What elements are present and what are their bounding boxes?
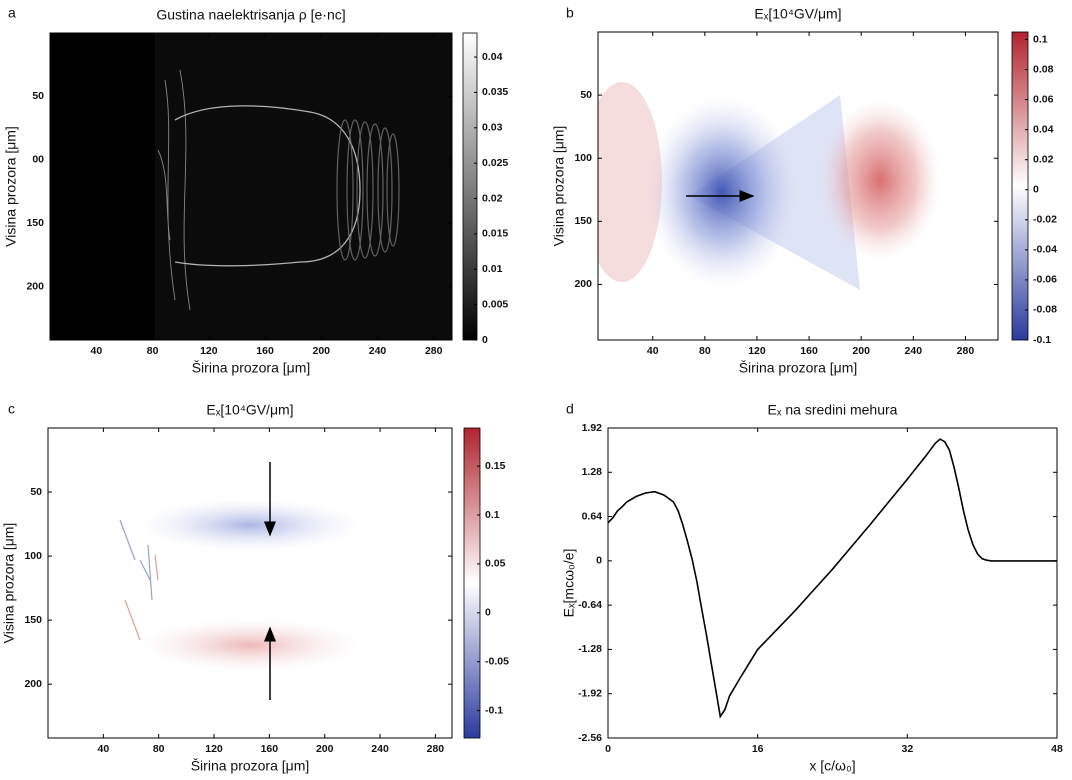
- y-tick-label: 200: [574, 278, 592, 290]
- panel-letter: c: [8, 401, 15, 417]
- x-tick-label: 80: [147, 345, 159, 357]
- x-tick-label: 240: [371, 743, 389, 755]
- y-tick-label: 100: [24, 550, 42, 562]
- colorbar-tick-label: 0: [1033, 184, 1039, 196]
- colorbar-tick-label: -0.02: [1033, 214, 1057, 226]
- y-tick-label: 50: [32, 90, 44, 102]
- colorbar-tick-label: 0: [482, 334, 488, 346]
- y-tick-label: 50: [580, 89, 592, 101]
- x-tick-label: 160: [800, 345, 818, 357]
- x-tick-label: 200: [313, 345, 331, 357]
- y-axis-label: Eₓ[mcω₀/e]: [561, 549, 577, 618]
- colorbar-tick-label: -0.04: [1033, 244, 1057, 256]
- chart-title: Eₓ[10⁴GV/μm]: [206, 402, 293, 418]
- y-tick-label: 00: [32, 154, 44, 166]
- ex-field: [598, 32, 998, 340]
- colorbar-tick-label: -0.06: [1033, 274, 1057, 286]
- colorbar-tick-label: 0.1: [1033, 33, 1048, 45]
- x-tick-label: 240: [369, 345, 387, 357]
- colorbar-tick-label: 0.08: [1033, 63, 1054, 75]
- colorbar-tick-label: 0.025: [482, 157, 508, 169]
- y-tick-label: 150: [24, 614, 42, 626]
- colorbar-tick-label: 0.1: [485, 509, 500, 521]
- colorbar-tick-label: -0.1: [1033, 334, 1051, 346]
- colorbar-tick-label: 0.02: [1033, 153, 1054, 165]
- colorbar-tick-label: 0.04: [482, 51, 503, 63]
- colorbar: [463, 427, 481, 739]
- colorbar-tick-label: 0.035: [482, 86, 508, 98]
- y-tick-label: -1.92: [578, 687, 602, 699]
- colorbar-tick-label: -0.05: [485, 656, 509, 668]
- x-tick-label: 80: [153, 743, 165, 755]
- x-tick-label: 40: [91, 345, 103, 357]
- x-tick-label: 120: [205, 743, 223, 755]
- plot-frame: [607, 427, 1058, 739]
- x-tick-label: 280: [957, 345, 975, 357]
- colorbar-tick-label: 0.005: [482, 298, 508, 310]
- colorbar-tick-label: -0.1: [485, 704, 503, 716]
- chart-title: Gustina naelektrisanja ρ [e·nc]: [156, 7, 345, 23]
- y-axis-label: Visina prozora [μm]: [1, 523, 17, 644]
- plot-frame: [597, 31, 999, 341]
- plot-frame: [49, 32, 453, 341]
- chart-title: Eₓ[10⁴GV/μm]: [754, 6, 841, 22]
- y-tick-label: -0.64: [578, 599, 602, 611]
- colorbar-tick-label: 0.05: [485, 558, 506, 570]
- colorbar-tick-label: 0: [485, 607, 491, 619]
- x-tick-label: 160: [261, 743, 279, 755]
- density-field: [50, 33, 452, 340]
- x-axis-label: x [c/ω₀]: [809, 758, 855, 774]
- colorbar: [1011, 31, 1029, 341]
- panel-letter: a: [8, 5, 16, 21]
- y-tick-label: -1.28: [578, 643, 602, 655]
- y-axis-label: Visina prozora [μm]: [3, 126, 19, 247]
- colorbar-tick-label: 0.15: [485, 460, 506, 472]
- x-tick-label: 280: [427, 743, 445, 755]
- x-axis-label: Širina prozora [μm]: [192, 360, 311, 376]
- ex-field: [48, 428, 452, 738]
- x-tick-label: 40: [647, 345, 659, 357]
- x-axis-label: Širina prozora [μm]: [191, 758, 310, 774]
- y-tick-label: 150: [26, 217, 44, 229]
- x-tick-label: 80: [699, 345, 711, 357]
- y-tick-label: 0: [596, 555, 602, 567]
- x-tick-label: 200: [316, 743, 334, 755]
- data-line: [607, 438, 1057, 719]
- x-tick-label: 16: [752, 743, 764, 755]
- panel-letter: d: [566, 401, 574, 417]
- colorbar-tick-label: 0.015: [482, 228, 508, 240]
- x-tick-label: 120: [748, 345, 766, 357]
- x-tick-label: 240: [905, 345, 923, 357]
- colorbar: [462, 32, 478, 341]
- colorbar-tick-label: 0.01: [482, 263, 503, 275]
- y-tick-label: 1.28: [582, 466, 603, 478]
- x-tick-label: 200: [852, 345, 870, 357]
- colorbar-tick-label: 0.03: [482, 122, 503, 134]
- x-tick-label: 160: [256, 345, 274, 357]
- x-tick-label: 32: [901, 743, 913, 755]
- y-axis-label: Visina prozora [μm]: [551, 126, 567, 247]
- plot-frame: [47, 427, 453, 739]
- y-tick-label: 150: [574, 215, 592, 227]
- x-tick-label: 48: [1051, 743, 1063, 755]
- y-tick-label: 200: [26, 281, 44, 293]
- y-tick-label: 0.64: [582, 510, 603, 522]
- panel-letter: b: [566, 5, 574, 21]
- y-tick-label: 50: [30, 486, 42, 498]
- colorbar-tick-label: 0.04: [1033, 123, 1054, 135]
- x-tick-label: 280: [425, 345, 443, 357]
- colorbar-tick-label: -0.08: [1033, 304, 1057, 316]
- y-tick-label: 200: [24, 678, 42, 690]
- y-tick-label: 1.92: [582, 422, 603, 434]
- x-tick-label: 0: [605, 743, 611, 755]
- colorbar-tick-label: 0.02: [482, 192, 503, 204]
- y-tick-label: 100: [574, 152, 592, 164]
- colorbar-tick-label: 0.06: [1033, 93, 1054, 105]
- x-axis-label: Širina prozora [μm]: [739, 360, 858, 376]
- chart-title: Eₓ na sredini mehura: [768, 402, 898, 418]
- y-tick-label: -2.56: [578, 732, 602, 744]
- x-tick-label: 120: [200, 345, 218, 357]
- x-tick-label: 40: [97, 743, 109, 755]
